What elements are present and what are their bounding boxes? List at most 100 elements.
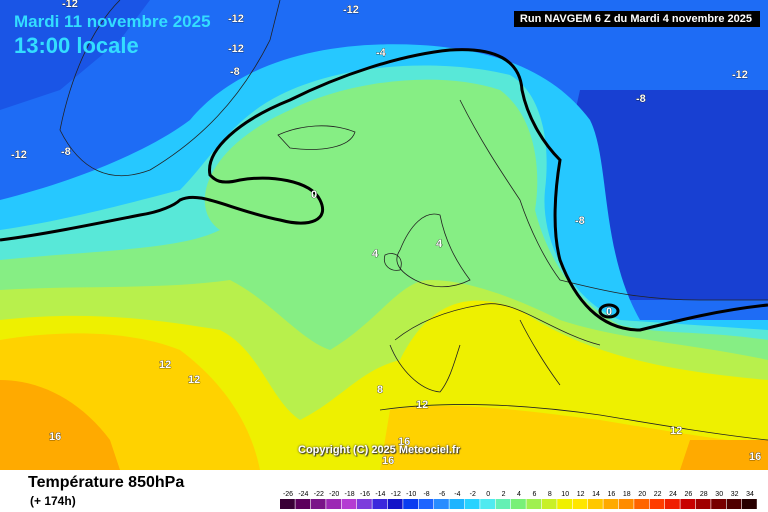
legend-panel: Température 850hPa (+ 174h) -26 -24 -22 -20… (0, 470, 768, 512)
forecast-date: Mardi 11 novembre 2025 (14, 12, 211, 31)
scale-tick-label: 16 (608, 491, 616, 498)
scale-tick-label: -26 (283, 491, 293, 498)
italy-coast (519, 319, 561, 386)
hot-zone-africa (380, 405, 768, 470)
isotherm-label: -8 (636, 93, 646, 105)
coastlines (59, 0, 768, 441)
scale-tick-label: 34 (746, 491, 754, 498)
scale-tick-label: 2 (502, 491, 506, 498)
great-britain-coast (396, 213, 471, 288)
forecast-time: 13:00 locale (14, 33, 139, 58)
scale-tick-label: 20 (638, 491, 646, 498)
scale-tick-label: 10 (561, 491, 569, 498)
scale-tick-label: -24 (298, 491, 308, 498)
scale-tick-label: 22 (654, 491, 662, 498)
scale-tick-label: -16 (360, 491, 370, 498)
scale-tick-label: 14 (592, 491, 600, 498)
isotherm-label: 8 (377, 384, 383, 396)
isotherm-label: 16 (398, 436, 410, 448)
iceland-coast (277, 125, 356, 150)
scale-swatch (541, 499, 557, 509)
ireland-coast (383, 253, 402, 271)
scale-swatch (511, 499, 526, 509)
scale-tick-label: -8 (423, 491, 429, 498)
isotherm-label: -4 (376, 47, 387, 59)
scale-swatch (711, 499, 726, 509)
scale-swatch (418, 499, 434, 509)
scale-tick-label: -10 (406, 491, 416, 498)
zero-isotherm-main (0, 48, 768, 332)
isotherm-label: -8 (61, 146, 71, 158)
north-africa-coast (379, 404, 768, 441)
scale-swatch (387, 499, 403, 509)
scale-swatch (572, 499, 588, 509)
scale-swatch (603, 499, 619, 509)
isotherm-label: 12 (159, 359, 171, 371)
scale-swatch (341, 499, 357, 509)
scale-tick-label: -20 (329, 491, 339, 498)
scale-tick-label: 26 (685, 491, 693, 498)
iberia-coast (389, 344, 461, 393)
isotherm-label: -12 (343, 4, 359, 16)
isotherm-label: 12 (416, 399, 428, 411)
scale-swatch (634, 499, 649, 509)
hottest-zone-africa (680, 440, 768, 470)
scale-swatch (649, 499, 665, 509)
scale-tick-label: -4 (454, 491, 460, 498)
scale-swatch (588, 499, 603, 509)
scale-tick-label: 12 (577, 491, 585, 498)
scale-swatch (665, 499, 680, 509)
forecast-step: (+ 174h) (30, 494, 76, 508)
isotherm-label: 16 (49, 431, 61, 443)
scale-tick-label: 24 (669, 491, 677, 498)
scale-swatch (726, 499, 742, 509)
scale-swatch (526, 499, 542, 509)
isotherm-labels: -12 -12 -12 -12 -8 -4 -12 -8 -12 -8 -8 0… (11, 0, 762, 467)
scale-tick-label: 28 (700, 491, 708, 498)
temperature-map: -12 -12 -12 -12 -8 -4 -12 -8 -12 -8 -8 0… (0, 0, 768, 470)
isotherm-label: -12 (62, 0, 78, 10)
hottest-zone-atlantic (0, 380, 120, 470)
isotherm-label: -12 (228, 13, 244, 25)
scale-tick-label: -14 (375, 491, 385, 498)
scale-swatch (742, 499, 757, 509)
scale-tick-label: 6 (532, 491, 536, 498)
model-run-banner: Run NAVGEM 6 Z du Mardi 4 novembre 2025 (513, 11, 760, 27)
scale-tick-label: -18 (345, 491, 355, 498)
scale-swatch (495, 499, 511, 509)
isotherm-label: 12 (670, 425, 682, 437)
isotherm-label: 16 (382, 455, 394, 467)
scale-swatch (326, 499, 341, 509)
zero-isotherm-loop (598, 303, 620, 319)
scale-swatch (464, 499, 480, 509)
scale-swatch (295, 499, 311, 509)
scale-swatch (557, 499, 572, 509)
scale-tick-label: 4 (517, 491, 521, 498)
scandinavia-coast (459, 99, 768, 301)
scale-tick-label: -12 (391, 491, 401, 498)
scale-swatch (695, 499, 711, 509)
scale-tick-label: -2 (470, 491, 476, 498)
isotherm-label: -12 (228, 43, 244, 55)
scale-tick-label: 8 (548, 491, 552, 498)
isotherm-label: -8 (575, 215, 585, 227)
parameter-title: Température 850hPa (28, 474, 185, 491)
isotherm-label: -8 (230, 66, 240, 78)
scale-swatch (434, 499, 449, 509)
south-europe-coast (394, 303, 601, 346)
scale-swatch (280, 499, 295, 509)
scale-tick-label: -6 (439, 491, 445, 498)
scale-swatch (480, 499, 495, 509)
isotherm-label: -12 (11, 149, 27, 161)
scale-tick-label: 30 (715, 491, 723, 498)
isotherm-label: 4 (436, 238, 443, 250)
color-scale: -26 -24 -22 -20 -18 -16 -14 -12 -10 -8 -6 -4 -2 0 2 4 6 8… (280, 491, 757, 509)
scale-tick-label: 32 (731, 491, 739, 498)
isotherm-label: 0 (606, 306, 612, 318)
scale-tick-label: -22 (314, 491, 324, 498)
isotherm-label: 12 (188, 374, 200, 386)
scale-swatch (618, 499, 634, 509)
copyright-notice: Copyright (C) 2025 Meteociel.fr (298, 444, 460, 456)
isotherm-label: 16 (749, 451, 761, 463)
